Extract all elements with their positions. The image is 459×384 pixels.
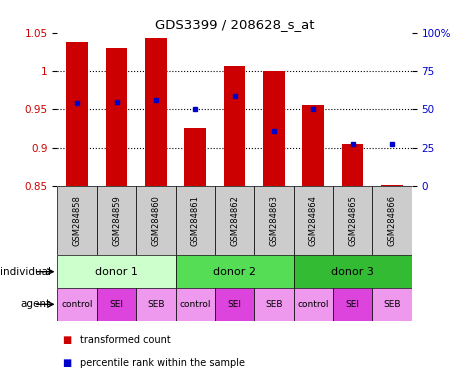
Text: SEI: SEI (345, 300, 359, 309)
Text: control: control (297, 300, 328, 309)
Text: GSM284866: GSM284866 (386, 195, 396, 246)
Bar (97, 288, 136, 321)
Text: control: control (179, 300, 211, 309)
Bar (293, 288, 332, 321)
Bar (175, 255, 293, 288)
Text: donor 1: donor 1 (95, 266, 138, 277)
Bar (341, 144, 363, 186)
Bar (175, 186, 214, 255)
Bar (371, 186, 411, 255)
Bar (293, 186, 332, 255)
Text: GSM284862: GSM284862 (230, 195, 239, 246)
Text: GSM284863: GSM284863 (269, 195, 278, 246)
Bar (293, 255, 411, 288)
Bar (106, 48, 127, 186)
Bar (381, 185, 402, 186)
Text: percentile rank within the sample: percentile rank within the sample (80, 358, 245, 368)
Bar (175, 288, 214, 321)
Text: individual: individual (0, 266, 50, 277)
Bar (97, 186, 136, 255)
Text: SEI: SEI (227, 300, 241, 309)
Bar (136, 186, 175, 255)
Text: SEI: SEI (109, 300, 123, 309)
Bar (223, 66, 245, 186)
Text: control: control (62, 300, 93, 309)
Bar (57, 255, 175, 288)
Text: transformed count: transformed count (80, 335, 171, 345)
Text: donor 2: donor 2 (213, 266, 256, 277)
Bar (145, 38, 166, 186)
Bar (184, 128, 206, 186)
Text: ■: ■ (62, 358, 71, 368)
Text: ■: ■ (62, 335, 71, 345)
Bar (254, 186, 293, 255)
Text: SEB: SEB (382, 300, 400, 309)
Text: GSM284865: GSM284865 (347, 195, 356, 246)
Bar (371, 288, 411, 321)
Bar (57, 288, 97, 321)
Bar (302, 105, 324, 186)
Bar (214, 186, 254, 255)
Bar (332, 186, 371, 255)
Bar (66, 42, 88, 186)
Bar (136, 288, 175, 321)
Bar (214, 288, 254, 321)
Bar (332, 288, 371, 321)
Text: donor 3: donor 3 (330, 266, 373, 277)
Text: GSM284861: GSM284861 (190, 195, 199, 246)
Text: GSM284858: GSM284858 (73, 195, 82, 246)
Text: SEB: SEB (265, 300, 282, 309)
Text: GSM284859: GSM284859 (112, 195, 121, 246)
Bar (263, 71, 284, 186)
Bar (57, 186, 97, 255)
Text: agent: agent (21, 299, 50, 310)
Text: GSM284864: GSM284864 (308, 195, 317, 246)
Bar (254, 288, 293, 321)
Text: SEB: SEB (147, 300, 164, 309)
Title: GDS3399 / 208628_s_at: GDS3399 / 208628_s_at (155, 18, 313, 31)
Text: GSM284860: GSM284860 (151, 195, 160, 246)
